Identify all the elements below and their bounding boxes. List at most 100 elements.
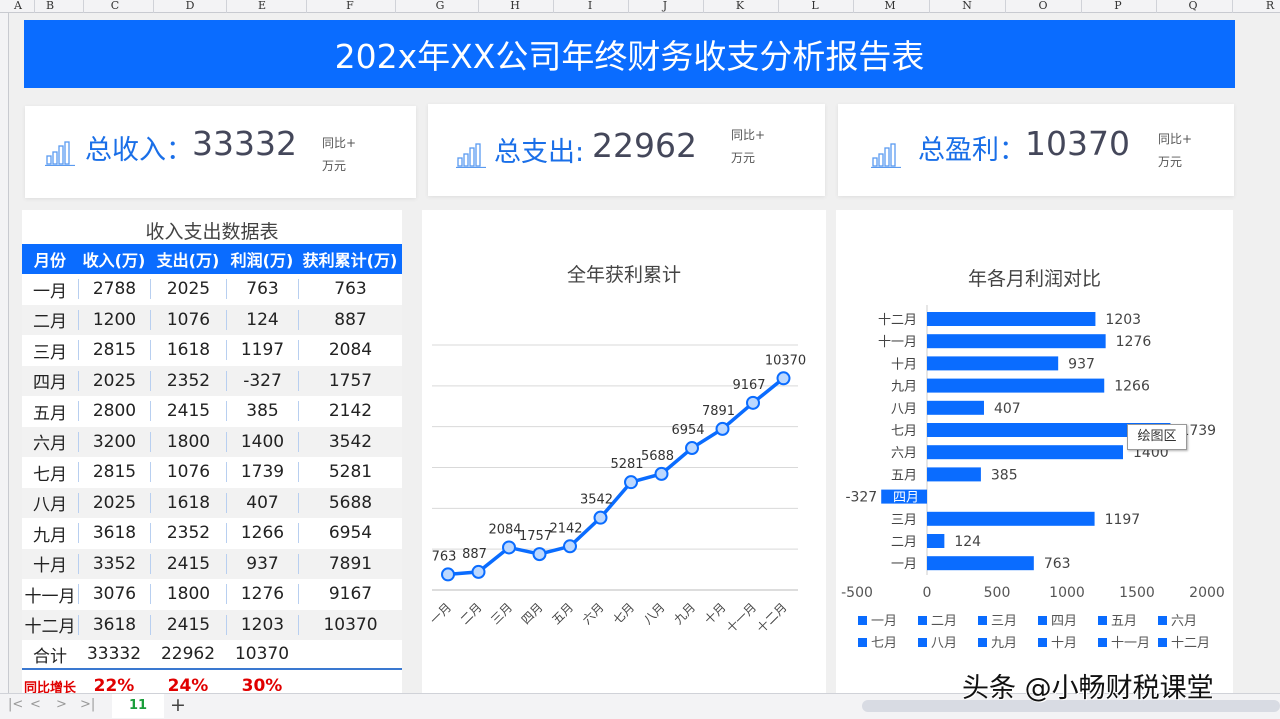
table-cell[interactable]: 10370: [234, 644, 290, 664]
table-cell[interactable]: 2142: [298, 401, 402, 421]
bar-chart-panel[interactable]: 年各月利润对比 一月 763 二月 124 三月 1197 四月 -327 五月 385 六月 140…: [836, 210, 1233, 695]
column-letter[interactable]: G: [435, 0, 445, 12]
table-cell[interactable]: 2025: [78, 492, 150, 513]
table-cell[interactable]: 月份: [33, 251, 66, 270]
table-cell[interactable]: 1076: [150, 462, 226, 482]
table-cell[interactable]: 3618: [78, 614, 150, 635]
column-letter[interactable]: D: [185, 0, 195, 12]
table-cell[interactable]: 支出(万): [156, 251, 220, 270]
table-cell[interactable]: 22%: [93, 676, 135, 696]
legend-item[interactable]: 六月: [1171, 614, 1197, 629]
table-cell[interactable]: 6954: [298, 523, 402, 543]
table-cell[interactable]: 2352: [150, 523, 226, 543]
table-cell[interactable]: 2084: [298, 340, 402, 360]
table-cell[interactable]: 一月: [33, 281, 67, 302]
table-cell[interactable]: 1197: [226, 340, 298, 360]
legend-item[interactable]: 十一月: [1111, 636, 1150, 651]
legend-item[interactable]: 九月: [991, 636, 1017, 651]
table-cell[interactable]: 四月: [33, 373, 67, 393]
table-cell[interactable]: 1800: [150, 584, 226, 604]
column-letter[interactable]: R: [1265, 0, 1275, 12]
table-cell[interactable]: 3352: [78, 553, 150, 574]
table-cell[interactable]: 2800: [78, 401, 150, 421]
column-letter[interactable]: A: [14, 0, 22, 12]
legend-item[interactable]: 三月: [991, 614, 1017, 629]
table-cell[interactable]: 3200: [78, 431, 150, 452]
column-letter[interactable]: O: [1038, 0, 1048, 12]
column-letter[interactable]: C: [110, 0, 120, 12]
line-chart-panel[interactable]: 全年获利累计 763 一月 887 二月 2084 三月 1757 四月 2142 五月 3542 六…: [422, 210, 826, 695]
table-cell[interactable]: 5688: [298, 492, 402, 513]
table-cell[interactable]: 十二月: [24, 617, 76, 637]
table-cell[interactable]: 2025: [150, 279, 226, 299]
column-letter[interactable]: E: [257, 0, 267, 12]
column-letter[interactable]: I: [587, 0, 593, 12]
table-cell[interactable]: 获利累计(万): [302, 251, 398, 270]
table-cell[interactable]: 2415: [150, 401, 226, 421]
table-cell[interactable]: 30%: [241, 676, 283, 696]
table-cell[interactable]: 24%: [167, 676, 209, 696]
table-cell[interactable]: 2815: [78, 340, 150, 360]
legend-item[interactable]: 五月: [1111, 614, 1137, 629]
table-cell[interactable]: 五月: [33, 403, 67, 424]
column-letter[interactable]: P: [1114, 0, 1122, 12]
table-cell[interactable]: 1200: [78, 309, 150, 330]
table-cell[interactable]: 六月: [33, 434, 67, 454]
table-cell[interactable]: 2352: [150, 370, 226, 391]
table-cell[interactable]: 763: [298, 279, 402, 299]
table-cell[interactable]: 收入(万): [82, 251, 146, 270]
table-cell[interactable]: 1076: [150, 309, 226, 330]
column-letter[interactable]: Q: [1188, 0, 1198, 12]
table-cell[interactable]: 385: [226, 401, 298, 421]
table-cell[interactable]: 124: [226, 309, 298, 330]
table-cell[interactable]: 3076: [78, 584, 150, 604]
table-cell[interactable]: 同比增长: [23, 680, 76, 696]
legend-item[interactable]: 十月: [1051, 636, 1077, 651]
table-cell[interactable]: 利润(万): [230, 251, 294, 270]
table-cell[interactable]: 九月: [33, 525, 67, 546]
first-sheet-button[interactable]: |<: [8, 697, 24, 712]
table-cell[interactable]: 937: [226, 553, 298, 574]
table-cell[interactable]: 1203: [226, 614, 298, 635]
legend-item[interactable]: 八月: [931, 636, 957, 651]
legend-item[interactable]: 一月: [871, 614, 897, 629]
table-cell[interactable]: 407: [226, 492, 298, 513]
table-cell[interactable]: 33332: [86, 644, 142, 664]
table-cell[interactable]: 2025: [78, 370, 150, 391]
column-letter[interactable]: L: [811, 0, 819, 12]
sheet-tab[interactable]: 11: [112, 694, 164, 718]
column-letter[interactable]: F: [346, 0, 354, 12]
table-cell[interactable]: 10370: [298, 614, 402, 635]
table-cell[interactable]: 1618: [150, 492, 226, 513]
table-cell[interactable]: 1400: [226, 431, 298, 452]
table-cell[interactable]: 7891: [298, 553, 402, 574]
table-cell[interactable]: 2415: [150, 553, 226, 574]
table-cell[interactable]: 2415: [150, 614, 226, 635]
legend-item[interactable]: 七月: [871, 636, 897, 651]
table-cell[interactable]: 887: [298, 309, 402, 330]
table-cell[interactable]: 合计: [33, 646, 67, 667]
legend-item[interactable]: 二月: [931, 614, 957, 629]
table-cell[interactable]: 1266: [226, 523, 298, 543]
legend-item[interactable]: 四月: [1051, 614, 1077, 629]
table-cell[interactable]: 2815: [78, 462, 150, 482]
table-cell[interactable]: 3542: [298, 431, 402, 452]
column-letter[interactable]: H: [510, 0, 520, 12]
table-cell[interactable]: 3618: [78, 523, 150, 543]
table-cell[interactable]: 1739: [226, 462, 298, 482]
add-sheet-button[interactable]: +: [170, 694, 186, 716]
table-cell[interactable]: 七月: [33, 464, 67, 485]
next-sheet-button[interactable]: >: [56, 697, 67, 712]
horizontal-scrollbar[interactable]: [862, 700, 1280, 712]
table-cell[interactable]: 763: [226, 279, 298, 299]
table-cell[interactable]: 三月: [33, 342, 67, 363]
table-cell[interactable]: 9167: [298, 584, 402, 604]
column-letter[interactable]: K: [735, 0, 745, 12]
table-cell[interactable]: 十一月: [24, 586, 76, 607]
prev-sheet-button[interactable]: <: [30, 697, 41, 712]
table-cell[interactable]: 二月: [33, 312, 67, 332]
table-cell[interactable]: 1757: [298, 370, 402, 391]
table-cell[interactable]: 1800: [150, 431, 226, 452]
table-cell[interactable]: 5281: [298, 462, 402, 482]
table-cell[interactable]: -327: [226, 370, 298, 391]
